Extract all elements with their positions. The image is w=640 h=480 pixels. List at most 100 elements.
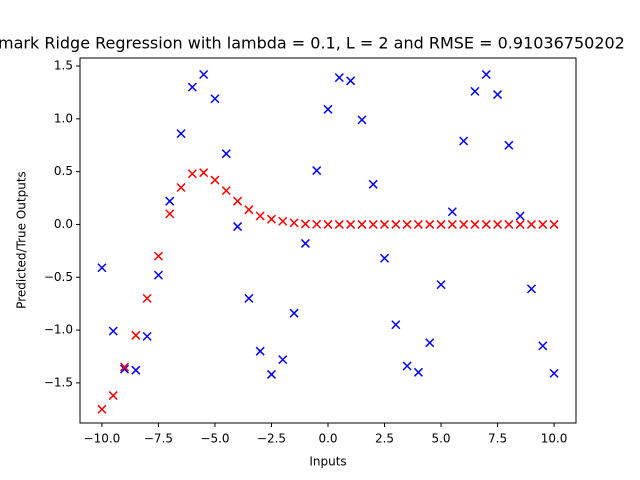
marker [131, 365, 141, 375]
marker [210, 94, 220, 104]
marker [357, 219, 367, 229]
marker [323, 104, 333, 114]
marker [289, 308, 299, 318]
x-tick-label: −2.5 [257, 432, 286, 446]
marker [402, 361, 412, 371]
marker [346, 219, 356, 229]
marker [447, 207, 457, 217]
marker [504, 219, 514, 229]
marker [108, 391, 118, 401]
chart-title: mark Ridge Regression with lambda = 0.1,… [0, 34, 625, 53]
x-tick-label: 0.0 [318, 432, 337, 446]
marker [459, 136, 469, 146]
marker [493, 90, 503, 100]
x-tick-label: 2.5 [375, 432, 394, 446]
marker [199, 168, 209, 178]
marker [549, 368, 559, 378]
marker [413, 367, 423, 377]
y-tick-label: 0.0 [54, 217, 73, 231]
y-tick-label: −0.5 [44, 270, 73, 284]
marker [289, 218, 299, 228]
marker [357, 115, 367, 125]
marker [526, 219, 536, 229]
x-tick-label: 5.0 [431, 432, 450, 446]
marker [391, 320, 401, 330]
marker [233, 222, 243, 232]
marker [447, 219, 457, 229]
marker [300, 238, 310, 248]
marker [481, 219, 491, 229]
marker [199, 69, 209, 80]
marker [334, 73, 344, 83]
marker [153, 251, 163, 261]
marker [346, 76, 356, 86]
marker [312, 219, 322, 229]
marker [153, 270, 163, 280]
x-tick-label: −7.5 [144, 432, 173, 446]
marker [526, 284, 536, 294]
marker [549, 219, 559, 229]
marker [176, 182, 186, 193]
marker [334, 219, 344, 229]
marker [165, 196, 175, 206]
plot-frame [79, 57, 577, 424]
marker [368, 179, 378, 189]
marker [120, 362, 130, 372]
marker [142, 331, 152, 341]
x-tick-label: 10.0 [541, 432, 568, 446]
marker [221, 186, 231, 196]
marker [176, 129, 186, 139]
marker [255, 346, 265, 356]
marker [108, 326, 118, 336]
x-tick-label: −5.0 [200, 432, 229, 446]
marker [515, 211, 525, 221]
marker [391, 219, 401, 229]
marker [323, 219, 333, 229]
marker [436, 280, 446, 290]
marker [504, 140, 514, 150]
marker [266, 214, 277, 224]
marker [436, 219, 446, 229]
marker [300, 219, 310, 229]
marker [481, 69, 491, 80]
y-tick-label: 0.5 [54, 164, 73, 178]
marker [515, 219, 525, 229]
marker [142, 293, 152, 303]
marker [312, 166, 322, 176]
marker [470, 219, 480, 229]
marker [379, 253, 390, 263]
marker [120, 364, 130, 374]
marker [470, 86, 480, 96]
marker [255, 211, 265, 221]
marker [165, 209, 175, 219]
marker [459, 219, 469, 229]
marker [221, 149, 231, 159]
marker [538, 219, 548, 229]
x-tick-label: −10.0 [84, 432, 121, 446]
marker [538, 341, 548, 351]
x-axis-label: Inputs [309, 455, 346, 469]
marker [493, 219, 503, 229]
marker [368, 219, 378, 229]
marker [97, 263, 107, 273]
marker [413, 219, 423, 229]
marker [402, 219, 412, 229]
marker [233, 196, 243, 206]
marker [97, 404, 107, 414]
marker [425, 338, 435, 348]
y-tick-label: 1.0 [54, 111, 73, 125]
marker [425, 219, 435, 229]
marker [244, 293, 254, 303]
y-tick-label: −1.0 [44, 323, 73, 337]
marker [187, 169, 197, 179]
marker [187, 82, 197, 92]
marker [379, 219, 390, 229]
marker [266, 369, 277, 379]
marker [278, 216, 288, 226]
marker [131, 330, 141, 340]
x-tick-label: 7.5 [488, 432, 507, 446]
marker [244, 205, 254, 215]
marker [278, 355, 288, 365]
marker [210, 175, 220, 185]
